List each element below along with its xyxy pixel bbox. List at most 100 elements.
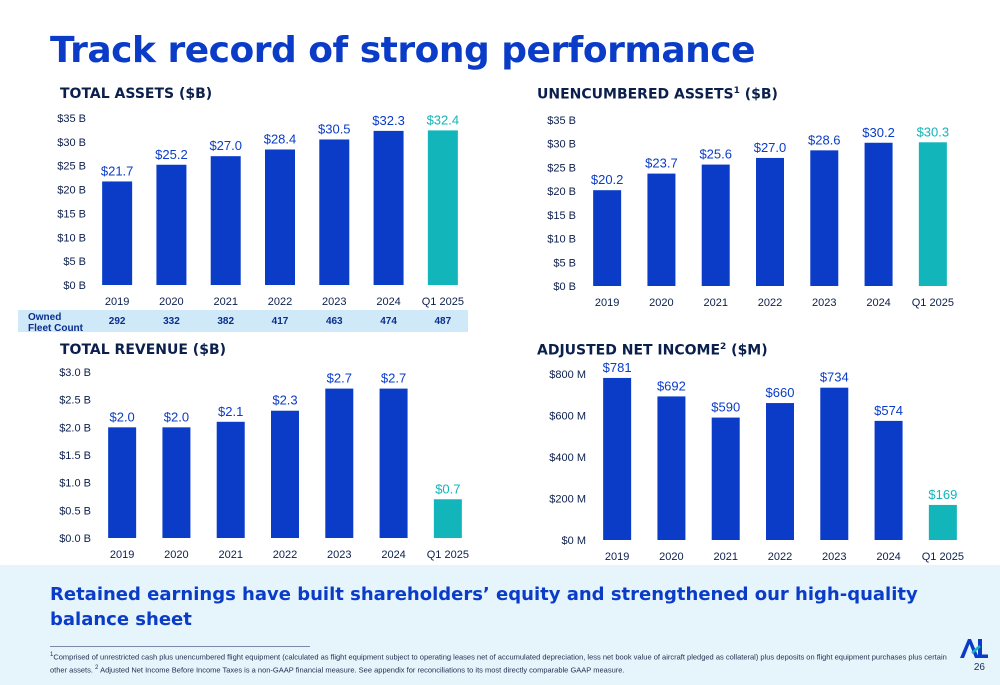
y-tick-label: $0 B xyxy=(63,280,86,292)
data-label: $590 xyxy=(711,400,740,415)
y-tick-label: $15 B xyxy=(547,210,576,222)
page-title: Track record of strong performance xyxy=(50,30,756,71)
data-label: $27.0 xyxy=(754,140,787,155)
x-tick-label: 2022 xyxy=(758,297,782,309)
total-assets-chart: $0 B $5 B $10 B $15 B $20 B $25 B $30 B $35 B $2… xyxy=(57,112,464,308)
y-tick-label: $5 B xyxy=(63,256,86,268)
adjusted-net-income-title-suffix: ($M) xyxy=(726,342,768,359)
footnote-text-2: Adjusted Net Income Before Income Taxes … xyxy=(100,665,625,674)
bar xyxy=(647,173,676,286)
fleet-count-value: 474 xyxy=(380,316,397,327)
x-tick-label: 2021 xyxy=(713,551,737,563)
data-label: $2.3 xyxy=(272,393,297,408)
fleet-count-value: 463 xyxy=(325,316,343,327)
unencumbered-assets-title-suffix: ($B) xyxy=(739,86,778,103)
adjusted-net-income-title: ADJUSTED NET INCOME2 ($M) xyxy=(537,342,768,359)
y-tick-label: $0.0 B xyxy=(59,533,91,545)
x-tick-label: 2023 xyxy=(822,551,846,563)
data-label: $30.2 xyxy=(862,125,895,140)
x-tick-label: Q1 2025 xyxy=(422,296,464,308)
footnote: 1Comprised of unrestricted cash plus une… xyxy=(50,650,950,675)
data-label: $781 xyxy=(603,360,632,375)
x-tick-label: 2021 xyxy=(213,296,237,308)
footnote-marker-2: 2 xyxy=(95,664,99,671)
data-label: $169 xyxy=(928,487,957,502)
bar xyxy=(756,157,784,286)
bar xyxy=(593,190,622,286)
x-tick-label: 2024 xyxy=(866,297,890,309)
fleet-count-value: 487 xyxy=(434,316,452,327)
y-tick-label: $0 B xyxy=(553,281,576,293)
data-label: $25.6 xyxy=(699,147,732,162)
data-label: $574 xyxy=(874,403,903,418)
bar xyxy=(156,164,187,285)
y-tick-label: $200 M xyxy=(549,494,586,506)
x-tick-label: 2019 xyxy=(110,549,134,561)
y-tick-label: $5 B xyxy=(553,257,576,269)
y-tick-label: $30 B xyxy=(547,139,576,151)
x-tick-label: 2020 xyxy=(159,296,183,308)
bar xyxy=(820,387,849,540)
fleet-count-label: Owned Fleet Count xyxy=(28,312,98,334)
fleet-count-value: 417 xyxy=(271,316,289,327)
key-takeaway: Retained earnings have built shareholder… xyxy=(50,584,918,630)
data-label: $30.5 xyxy=(318,121,351,136)
x-tick-label: Q1 2025 xyxy=(922,551,964,563)
adjusted-net-income-title-text: ADJUSTED NET INCOME xyxy=(537,342,721,359)
y-tick-label: $10 B xyxy=(547,234,576,246)
bar xyxy=(711,417,740,540)
adjusted-net-income-title-sup: 2 xyxy=(720,342,727,352)
bar xyxy=(265,149,295,285)
bar xyxy=(603,377,632,540)
x-tick-label: 2019 xyxy=(605,551,629,563)
data-label: $32.4 xyxy=(427,112,460,127)
unencumbered-assets-title-text: UNENCUMBERED ASSETS xyxy=(537,86,734,103)
y-tick-label: $20 B xyxy=(547,186,576,198)
data-label: $2.1 xyxy=(218,404,243,419)
bar xyxy=(379,388,408,538)
bar xyxy=(928,504,957,540)
bar xyxy=(657,396,686,540)
fleet-count-label-line2: Fleet Count xyxy=(28,323,83,334)
total-assets-title: TOTAL ASSETS ($B) xyxy=(60,86,212,102)
bar xyxy=(874,420,903,540)
y-tick-label: $15 B xyxy=(57,208,86,220)
footnote-divider xyxy=(50,646,310,647)
y-tick-label: $1.5 B xyxy=(59,450,91,462)
company-logo: AL xyxy=(960,639,988,658)
y-tick-label: $600 M xyxy=(549,411,586,423)
y-tick-label: $25 B xyxy=(57,161,86,173)
data-label: $23.7 xyxy=(645,156,678,171)
bar xyxy=(319,139,350,285)
footnote-text-1: Comprised of unrestricted cash plus unen… xyxy=(50,652,947,675)
bar xyxy=(162,427,191,538)
y-tick-label: $2.0 B xyxy=(59,422,91,434)
x-tick-label: Q1 2025 xyxy=(912,297,954,309)
x-tick-label: 2020 xyxy=(649,297,673,309)
y-tick-label: $0 M xyxy=(562,535,586,547)
bar xyxy=(210,156,241,285)
footer-band xyxy=(0,565,1000,685)
data-label: $21.7 xyxy=(101,163,134,178)
data-label: $25.2 xyxy=(155,147,188,162)
x-tick-label: 2019 xyxy=(595,297,619,309)
fleet-count-value: 332 xyxy=(163,316,180,327)
y-tick-label: $3.0 B xyxy=(59,367,91,379)
y-tick-label: $25 B xyxy=(547,162,576,174)
data-label: $2.0 xyxy=(109,409,134,424)
bar xyxy=(108,427,137,538)
bar xyxy=(433,499,462,538)
total-revenue-title: TOTAL REVENUE ($B) xyxy=(60,342,226,358)
unencumbered-assets-chart: $0 B $5 B $10 B $15 B $20 B $25 B $30 B $35 B $2… xyxy=(547,115,954,309)
y-tick-label: $35 B xyxy=(547,115,576,127)
bar xyxy=(766,403,794,540)
total-revenue-chart: $0.0 B $0.5 B $1.0 B $1.5 B $2.0 B $2.5 B $3.0… xyxy=(59,367,469,561)
x-tick-label: 2021 xyxy=(218,549,242,561)
data-label: $660 xyxy=(766,385,795,400)
data-label: $2.7 xyxy=(327,371,352,386)
bar xyxy=(216,421,245,538)
y-tick-label: $400 M xyxy=(549,452,586,464)
x-tick-label: 2020 xyxy=(659,551,683,563)
data-label: $2.0 xyxy=(164,409,189,424)
x-tick-label: 2024 xyxy=(376,296,400,308)
